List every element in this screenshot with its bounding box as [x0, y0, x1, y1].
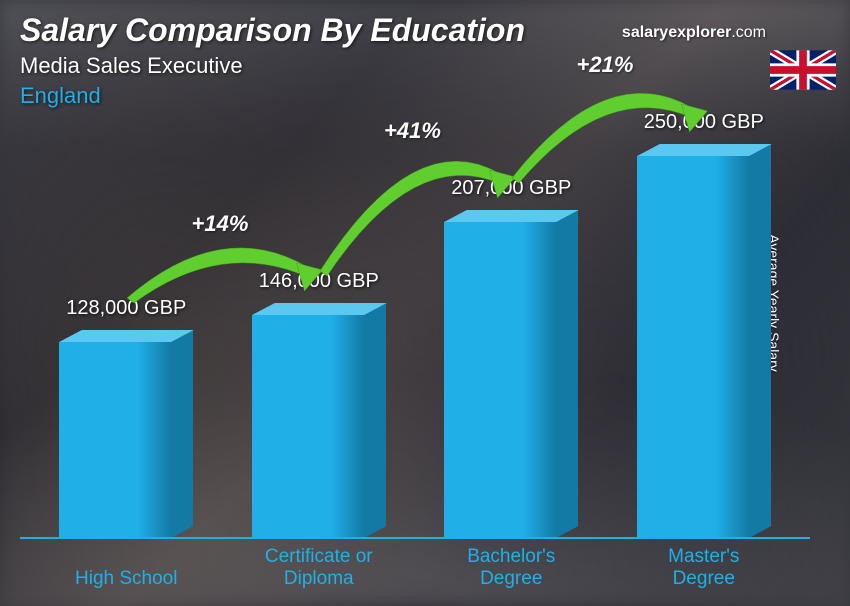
flag-icon	[770, 50, 836, 90]
increase-percentage: +41%	[384, 118, 441, 144]
increase-percentage: +14%	[192, 211, 249, 237]
bar-group: 128,000 GBPHigh School	[59, 297, 193, 538]
watermark: salaryexplorer.com	[622, 24, 766, 42]
bar	[252, 303, 386, 538]
bar-category-label: Bachelor'sDegree	[467, 546, 555, 590]
chart-container: Salary Comparison By Education Media Sal…	[0, 0, 850, 606]
chart-baseline	[20, 537, 810, 539]
bar-category-label: Certificate orDiploma	[265, 546, 373, 590]
bar-category-label: High School	[75, 568, 177, 590]
increase-percentage: +21%	[577, 52, 634, 78]
bar	[59, 330, 193, 538]
watermark-rest: .com	[731, 24, 766, 41]
watermark-bold: salaryexplorer	[622, 24, 731, 41]
bar-category-label: Master'sDegree	[668, 546, 739, 590]
